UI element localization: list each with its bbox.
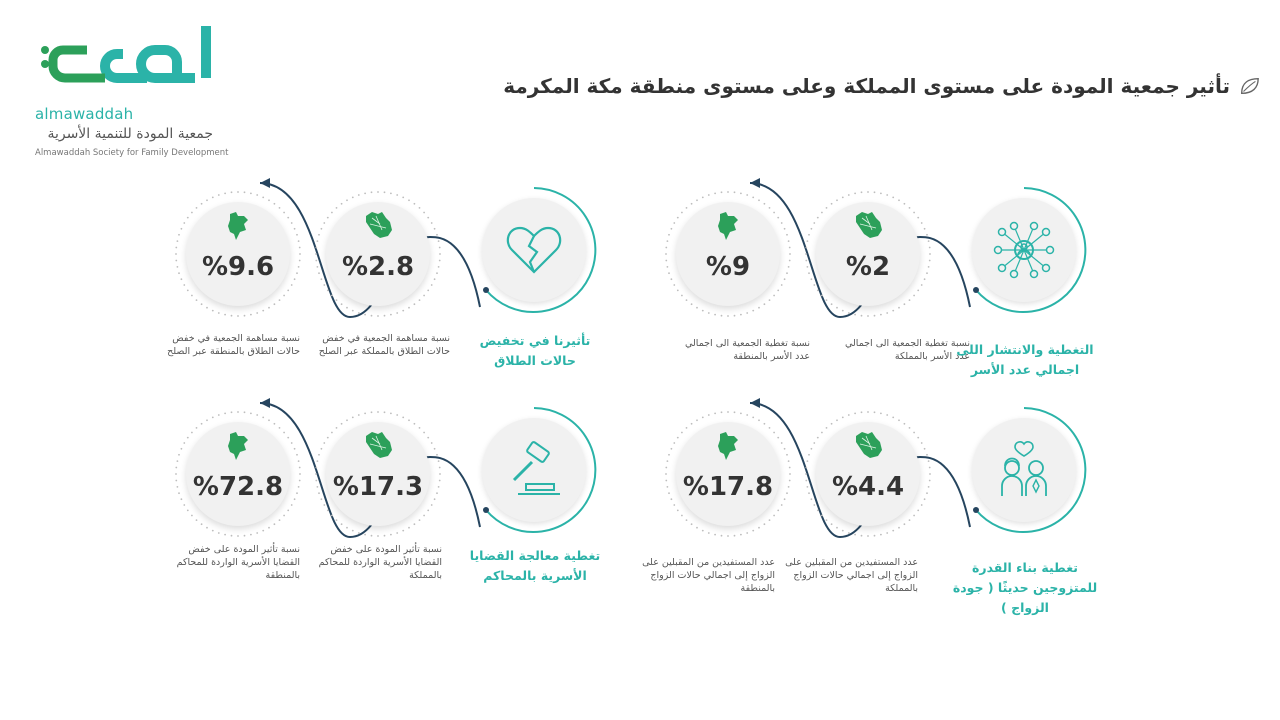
page-title: تأثير جمعية المودة على مستوى المملكة وعل…: [503, 74, 1260, 98]
logo: almawaddah جمعية المودة للتنمية الأسرية …: [30, 20, 229, 158]
stat-circle: %2: [804, 190, 932, 318]
saudi-map-icon: [856, 432, 882, 458]
gavel-icon: [512, 441, 560, 495]
stat-value: %9.6: [201, 252, 275, 282]
broken-heart-icon: [506, 226, 562, 274]
couple-icon: [1001, 441, 1047, 496]
section-title: تغطية بناء القدرة للمتزوجين حديثًا ( جود…: [952, 560, 1098, 615]
stat-circle: %4.4: [804, 410, 932, 538]
stat-circle: %9: [664, 190, 792, 318]
section-hero-circle: [470, 186, 598, 314]
stat-caption: نسبة تأثير المودة على خفض القضايا الأسري…: [176, 544, 300, 581]
stat-circle: %17.3: [314, 410, 442, 538]
stat-circle: %17.8: [664, 410, 792, 538]
saudi-map-icon: [856, 212, 882, 238]
page-title-text: تأثير جمعية المودة على مستوى المملكة وعل…: [503, 74, 1230, 98]
logo-arabic-name: جمعية المودة للتنمية الأسرية: [47, 126, 213, 142]
stat-value: %72.8: [192, 472, 284, 502]
network-people-icon: [993, 221, 1055, 279]
section-hero-circle: [960, 186, 1088, 314]
makkah-region-map-icon: [718, 212, 738, 240]
stat-value: %17.8: [682, 472, 774, 502]
stat-caption: نسبة مساهمة الجمعية في خفض حالات الطلاق …: [167, 333, 300, 357]
stat-circle: %9.6: [174, 190, 302, 318]
stat-caption: عدد المستفيدين من المقبلين على الزواج إل…: [642, 557, 775, 594]
stat-value: %9: [705, 252, 751, 282]
logo-english-name: Almawaddah Society for Family Developmen…: [35, 148, 229, 158]
makkah-region-map-icon: [718, 432, 738, 460]
stat-value: %17.3: [332, 472, 424, 502]
stat-caption: نسبة تغطية الجمعية الى اجمالي عدد الأسر …: [844, 338, 970, 362]
stat-value: %4.4: [831, 472, 905, 502]
section-hero-circle: [470, 406, 598, 534]
saudi-map-icon: [366, 212, 392, 238]
stat-value: %2.8: [341, 252, 415, 282]
stat-caption: نسبة تغطية الجمعية الى اجمالي عدد الأسر …: [684, 338, 810, 362]
section-hero-circle: [960, 406, 1088, 534]
section-title: تغطية معالجة القضايا الأسرية بالمحاكم: [469, 548, 601, 583]
stat-circle: %72.8: [174, 410, 302, 538]
stat-caption: عدد المستفيدين من المقبلين على الزواج إل…: [785, 557, 918, 594]
makkah-region-map-icon: [228, 212, 248, 240]
stat-caption: نسبة تأثير المودة على خفض القضايا الأسري…: [318, 544, 442, 581]
stat-circle: %2.8: [314, 190, 442, 318]
logo-latin-name: almawaddah: [35, 105, 134, 123]
section-title: تأثيرنا في تخفيض حالات الطلاق: [479, 333, 591, 368]
stat-caption: نسبة مساهمة الجمعية في خفض حالات الطلاق …: [318, 333, 450, 357]
makkah-region-map-icon: [228, 432, 248, 460]
leaf-outline-icon: [1240, 77, 1259, 95]
section-title: التغطية والانتشار اللى اجمالي عدد الأسر: [956, 342, 1094, 377]
stat-value: %2: [845, 252, 891, 282]
saudi-map-icon: [366, 432, 392, 458]
almawaddah-logo-mark: [41, 26, 211, 83]
